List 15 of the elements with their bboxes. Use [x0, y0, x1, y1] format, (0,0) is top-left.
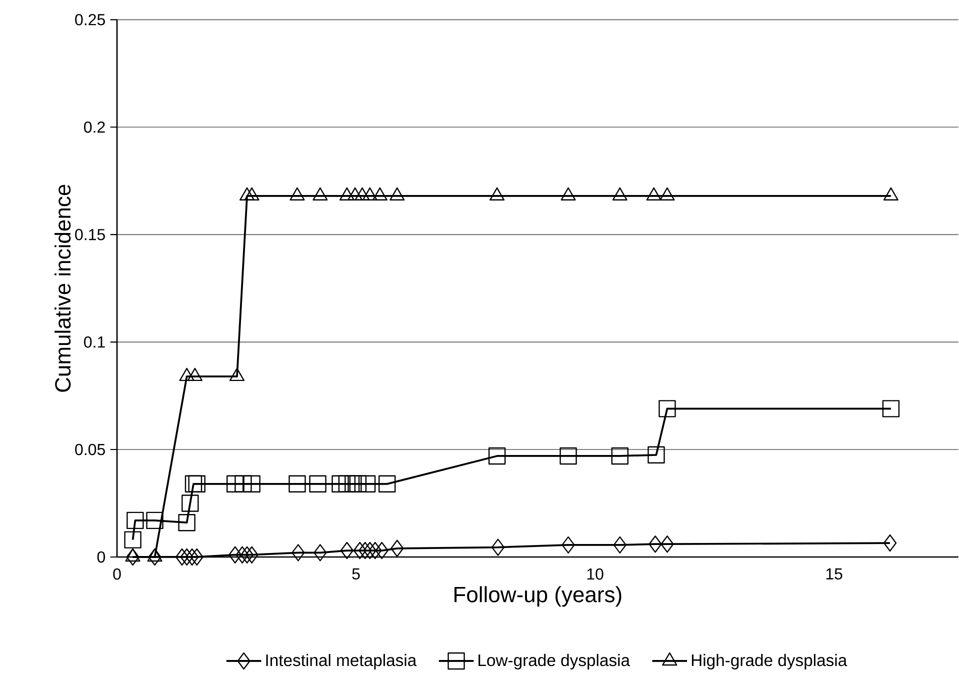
y-tick-label: 0.1 — [84, 336, 105, 348]
y-tick-label: 0.2 — [84, 121, 105, 133]
y-tick-label: 0 — [97, 551, 106, 563]
x-axis-title: Follow-up (years) — [454, 586, 622, 607]
x-tick-label: 5 — [352, 568, 360, 580]
x-tick-label: 10 — [587, 568, 604, 580]
x-tick-label: 15 — [826, 568, 842, 580]
legend-label: High-grade dysplasia — [692, 654, 848, 670]
y-axis-title: Cumulative incidence — [54, 184, 71, 392]
y-tick-label: 0.15 — [75, 228, 105, 240]
legend-label: Low-grade dysplasia — [478, 654, 630, 670]
y-tick-label: 0.05 — [75, 444, 105, 456]
x-tick-label: 0 — [113, 568, 121, 580]
legend-label: Intestinal metaplasia — [266, 654, 417, 670]
y-tick-label: 0.25 — [75, 14, 105, 26]
